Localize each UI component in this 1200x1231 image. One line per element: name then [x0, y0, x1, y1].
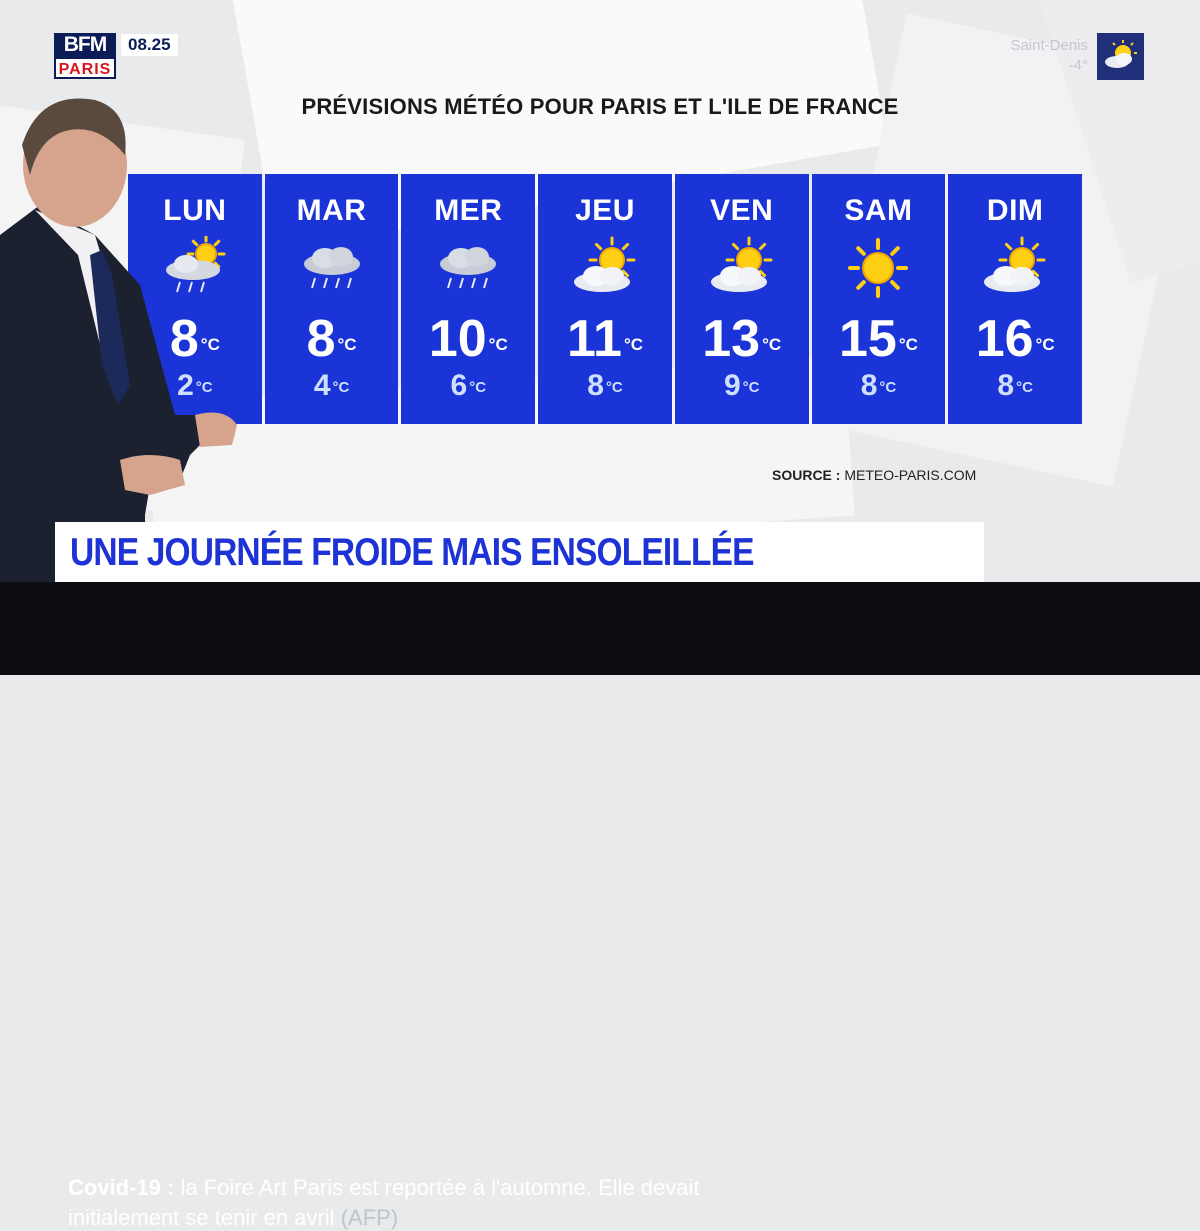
- low-temp-unit: °C: [605, 379, 623, 396]
- high-temp-unit: °C: [488, 335, 508, 354]
- high-temp-value: 16: [975, 310, 1034, 368]
- high-temp-unit: °C: [898, 335, 918, 354]
- ticker-topic: Covid-19 :: [68, 1175, 175, 1200]
- high-temp-unit: °C: [623, 335, 644, 354]
- day-name: DIM: [986, 194, 1044, 227]
- forecast-day-sam: SAM 15 °C 8 °C: [811, 174, 946, 424]
- high-temperature: 10 °C: [401, 311, 535, 367]
- low-temp-value: 8: [860, 369, 878, 402]
- forecast-day-jeu: JEU 11 °C 8 °C: [538, 174, 672, 424]
- logo-bfm: BFM: [54, 33, 116, 57]
- high-temp-value: 11: [566, 310, 622, 368]
- live-weather-location: Saint-Denis: [1010, 37, 1088, 54]
- ticker-text-2: initialement se tenir en avril: [68, 1205, 335, 1230]
- source-label: SOURCE :: [772, 467, 841, 483]
- high-temp-value: 15: [838, 310, 897, 368]
- low-temp-value: 6: [450, 369, 468, 402]
- low-temp-unit: °C: [332, 379, 350, 396]
- low-temperature: 4 °C: [265, 370, 399, 402]
- source-value: METEO-PARIS.COM: [844, 467, 977, 483]
- low-temp-unit: °C: [879, 379, 897, 396]
- sun-cloud-rain-icon: [165, 236, 226, 293]
- low-temp-value: 9: [723, 369, 741, 402]
- forecast-source: SOURCE : METEO-PARIS.COM: [772, 467, 976, 483]
- low-temp-unit: °C: [1016, 379, 1033, 396]
- day-name: VEN: [710, 194, 774, 227]
- day-name: LUN: [163, 194, 227, 227]
- high-temp-unit: °C: [337, 335, 357, 354]
- high-temperature: 16 °C: [948, 311, 1082, 367]
- day-name: MAR: [296, 194, 367, 227]
- rain-cloud-icon: [440, 247, 497, 289]
- low-temperature: 8 °C: [948, 370, 1082, 402]
- low-temperature: 2 °C: [128, 370, 262, 402]
- low-temp-value: 8: [997, 369, 1015, 402]
- rain-cloud-icon: [303, 247, 360, 289]
- forecast-day-mar: MAR 8 °C 4 °C: [264, 174, 399, 424]
- headline-bar: [55, 522, 984, 582]
- headline: UNE JOURNÉE FROIDE MAIS ENSOLEILLÉE: [70, 531, 755, 574]
- high-temp-value: 10: [428, 310, 487, 368]
- low-temperature: 9 °C: [675, 370, 809, 402]
- ticker-text-1: la Foire Art Paris est reportée à l'auto…: [180, 1175, 700, 1200]
- sun-behind-cloud-icon: [574, 236, 636, 292]
- high-temp-value: 13: [702, 310, 761, 368]
- high-temp-value: 8: [306, 310, 336, 368]
- forecast-day-lun: LUN 8 °C 2 °C: [128, 174, 262, 424]
- clock: 08.25: [121, 34, 178, 56]
- sun-behind-cloud-icon: [984, 236, 1046, 292]
- day-name: JEU: [575, 194, 635, 227]
- forecast-day-ven: VEN 13 °C 9 °C: [674, 174, 809, 424]
- logo-paris: PARIS: [54, 57, 116, 79]
- forecast-day-mer: MER 10 °C 6 °C: [401, 174, 536, 424]
- day-name: SAM: [844, 194, 913, 227]
- high-temp-unit: °C: [200, 335, 220, 354]
- live-weather-temperature: -4°: [1068, 57, 1088, 74]
- day-name: MER: [434, 194, 503, 227]
- high-temperature: 11 °C: [538, 311, 672, 367]
- low-temperature: 8 °C: [812, 370, 946, 402]
- ticker-line-2: initialement se tenir en avril (AFP): [68, 1205, 398, 1231]
- low-temp-value: 4: [313, 369, 331, 402]
- low-temp-unit: °C: [195, 379, 213, 396]
- forecast-panel: LUN 8 °C 2 °C MAR 8 °C 4 °C MER 10 °C 6 °C JEU 11 °C 8 °C VE…: [128, 174, 1083, 424]
- high-temperature: 8 °C: [128, 311, 262, 367]
- forecast-day-dim: DIM 16 °C 8 °C: [948, 174, 1083, 424]
- sun-icon: [848, 238, 909, 298]
- high-temperature: 13 °C: [675, 311, 809, 367]
- low-temp-unit: °C: [742, 379, 760, 396]
- sun-behind-cloud-icon: [1097, 33, 1144, 80]
- ticker-credit: (AFP): [340, 1205, 399, 1230]
- ticker-line-1: Covid-19 : la Foire Art Paris est report…: [68, 1175, 700, 1201]
- channel-logo: BFM PARIS: [54, 33, 116, 83]
- high-temperature: 15 °C: [812, 311, 946, 367]
- low-temp-value: 8: [587, 369, 604, 402]
- forecast-title: PRÉVISIONS MÉTÉO POUR PARIS ET L'ILE DE …: [301, 94, 899, 119]
- high-temp-unit: °C: [762, 335, 782, 354]
- high-temp-unit: °C: [1035, 335, 1055, 354]
- low-temperature: 6 °C: [401, 370, 535, 402]
- live-weather: Saint-Denis -4°: [988, 36, 1088, 76]
- sun-behind-cloud-icon: [710, 236, 773, 292]
- low-temperature: 8 °C: [538, 370, 672, 402]
- low-temp-unit: °C: [469, 379, 487, 396]
- high-temp-value: 8: [169, 310, 199, 368]
- high-temperature: 8 °C: [265, 311, 399, 367]
- low-temp-value: 2: [177, 369, 194, 402]
